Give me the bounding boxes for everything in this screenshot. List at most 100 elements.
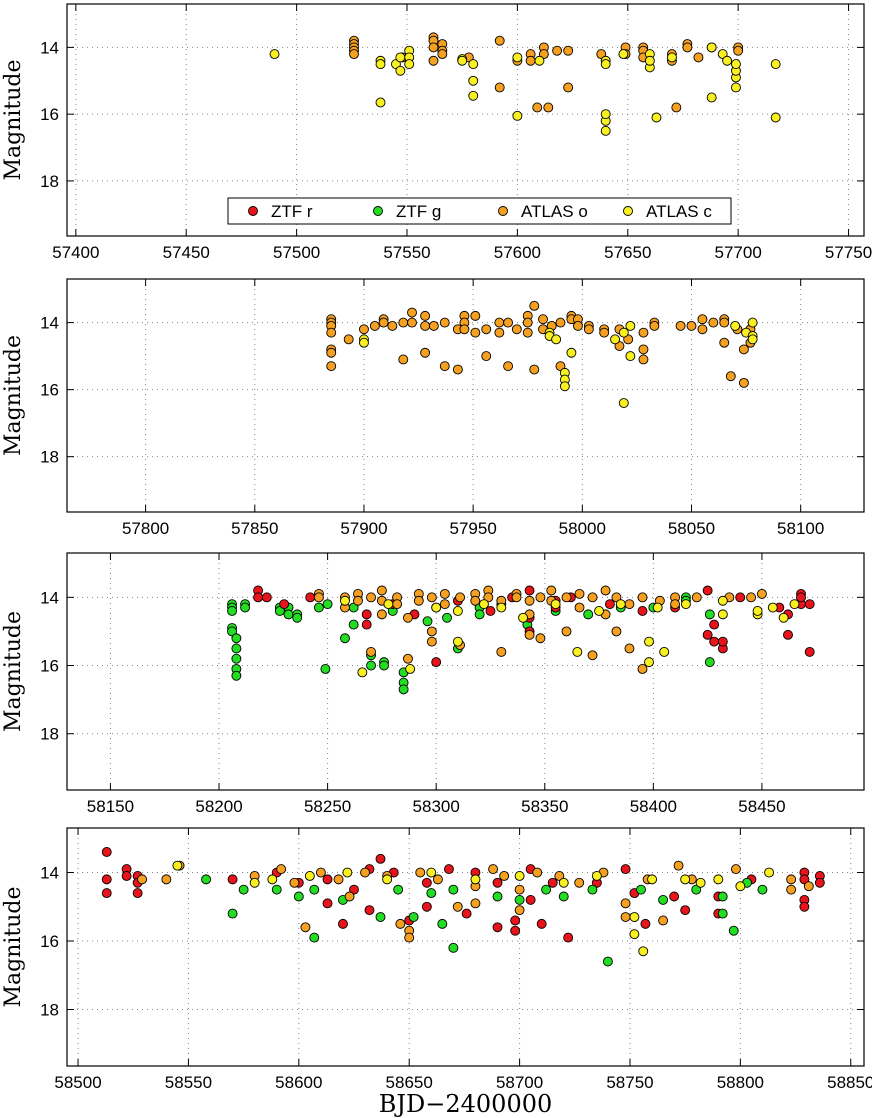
data-point [767,602,778,613]
data-point [342,867,353,878]
data-point [488,864,499,875]
data-point [563,82,574,93]
data-point [572,646,583,657]
data-point [717,891,728,902]
data-point [492,891,503,902]
data-point [697,324,708,335]
data-point [481,351,492,362]
legend-marker [623,206,633,216]
data-point [470,310,481,321]
data-point [121,870,132,881]
data-point [649,320,660,331]
data-point [647,874,658,885]
data-point [101,847,112,857]
data-point [644,636,654,647]
data-point [804,599,815,610]
x-tick-label: 58550 [165,1073,212,1092]
data-point [799,901,810,912]
data-point [305,592,316,603]
data-point [421,901,432,912]
data-point [407,317,417,328]
data-point [594,606,605,616]
data-point [408,912,419,922]
data-point [364,905,375,916]
data-point [293,891,304,902]
data-point [407,307,417,318]
data-point [738,377,749,388]
data-point [558,877,569,888]
y-tick-label: 16 [40,381,59,400]
data-point [132,888,143,899]
data-point [432,874,443,885]
data-point [704,609,715,620]
y-tick-label: 18 [40,725,59,744]
data-point [666,52,677,63]
data-point [600,109,611,120]
data-point [566,347,577,358]
data-point [485,606,496,616]
data-point [637,592,648,603]
data-point [238,884,249,895]
data-point [267,874,278,885]
data-point [624,643,635,654]
data-point [361,619,372,630]
x-tick-label: 58100 [777,519,824,538]
data-point [395,918,406,929]
x-tick-label: 57950 [450,519,497,538]
x-tick-label: 58800 [717,1073,764,1092]
data-point [529,300,540,311]
data-point [375,912,386,922]
data-point [292,612,303,623]
data-point [752,606,763,616]
data-point [420,320,431,331]
data-point [289,877,300,888]
x-tick-label: 58650 [386,1073,433,1092]
data-point [510,925,521,936]
data-point [559,381,570,392]
data-point [344,891,355,902]
data-point [431,602,442,613]
data-point [658,894,669,905]
data-point [591,870,602,881]
data-point [376,609,387,620]
data-point [387,320,398,331]
x-tick-label: 57550 [383,243,430,262]
data-point [786,884,797,895]
data-point [518,612,528,623]
plot-frame [66,552,865,791]
data-point [659,646,670,657]
data-point [468,59,479,70]
data-point [383,599,394,610]
data-point [338,918,348,929]
data-point [555,317,566,328]
data-point [563,932,574,943]
data-point [468,90,479,101]
data-point [452,636,463,647]
data-point [611,626,622,637]
data-point [322,898,333,909]
data-point [702,629,713,640]
data-point [428,42,439,53]
data-point [313,602,324,613]
data-point [426,592,437,603]
data-point [680,599,691,610]
data-point [693,52,704,63]
data-point [439,599,450,610]
data-point [503,361,514,372]
data-point [468,75,479,86]
data-point [574,588,585,599]
x-tick-label: 58600 [275,1073,322,1092]
data-point [426,636,437,647]
data-point [420,347,431,358]
data-point [691,592,702,603]
data-point [366,592,376,603]
data-point [604,599,615,610]
data-point [437,49,448,60]
data-point [522,317,533,328]
data-point [353,595,363,606]
data-point [719,337,730,348]
data-point [680,874,691,885]
y-axis-label: Magnitude [1,59,26,180]
legend-label: ZTF r [271,202,313,221]
data-point [326,327,337,338]
